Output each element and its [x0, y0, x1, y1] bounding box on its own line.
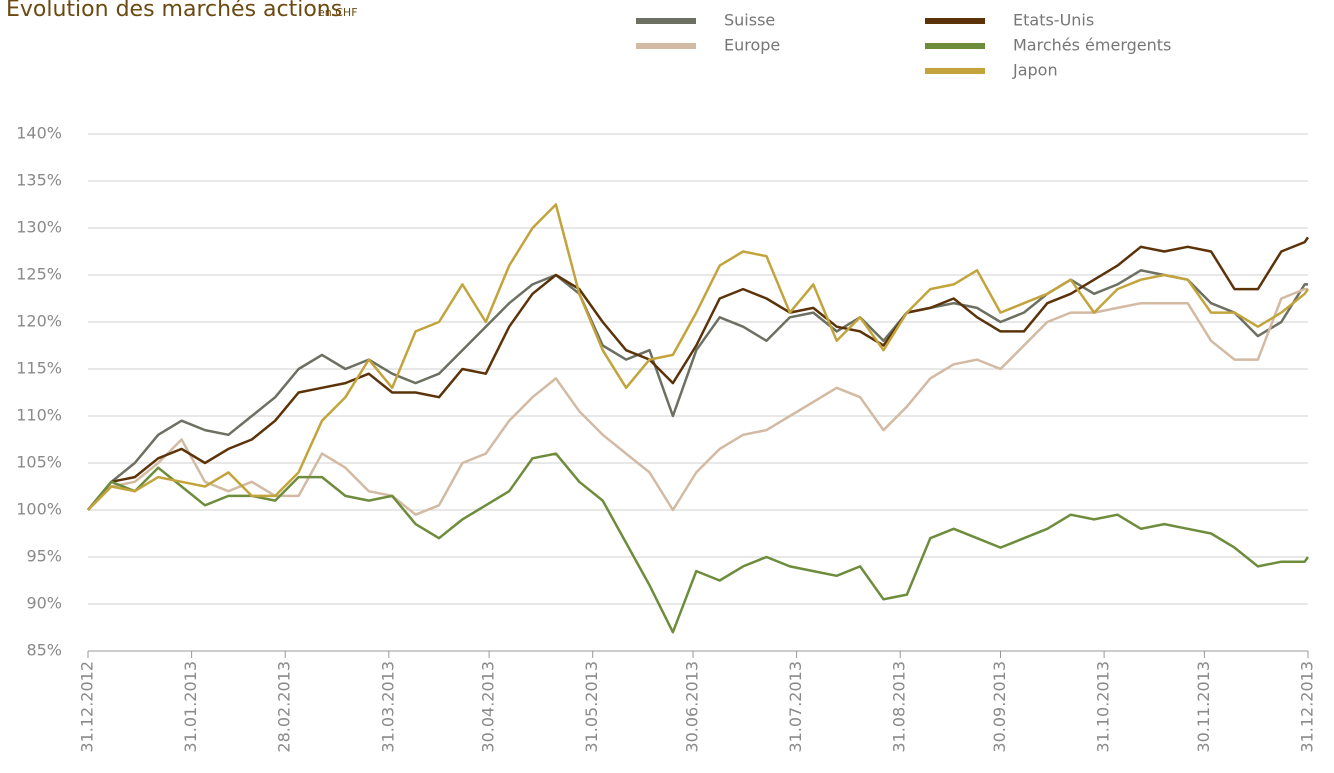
- x-tick-label: 31.12.2013: [1298, 661, 1317, 753]
- y-tick-label: 140%: [16, 124, 62, 143]
- x-tick-label: 30.04.2013: [479, 661, 498, 753]
- x-tick-label: 31.01.2013: [181, 661, 200, 753]
- y-tick-label: 125%: [16, 265, 62, 284]
- x-tick-label: 28.02.2013: [275, 661, 294, 753]
- x-tick-label: 30.11.2013: [1194, 661, 1213, 753]
- y-tick-label: 135%: [16, 171, 62, 190]
- y-tick-label: 90%: [26, 594, 62, 613]
- legend-label: Marchés émergents: [1013, 36, 1171, 55]
- x-tick-label: 31.10.2013: [1094, 661, 1113, 753]
- y-tick-label: 85%: [26, 641, 62, 660]
- legend-label: Suisse: [724, 11, 775, 30]
- series-line: [87, 203, 1310, 511]
- legend-label: Japon: [1012, 61, 1058, 80]
- series-line: [87, 236, 1310, 511]
- x-tick-label: 31.03.2013: [378, 661, 397, 753]
- y-tick-label: 120%: [16, 312, 62, 331]
- y-tick-label: 115%: [16, 359, 62, 378]
- chart-title: Evolution des marchés actions: [6, 0, 342, 22]
- legend-label: Europe: [724, 36, 780, 55]
- y-tick-label: 105%: [16, 453, 62, 472]
- y-tick-label: 95%: [26, 547, 62, 566]
- x-tick-label: 31.08.2013: [890, 661, 909, 753]
- x-tick-label: 30.09.2013: [990, 661, 1009, 753]
- x-tick-label: 31.05.2013: [582, 661, 601, 753]
- series-line: [87, 269, 1308, 511]
- y-tick-label: 130%: [16, 218, 62, 237]
- x-tick-label: 31.07.2013: [786, 661, 805, 753]
- series-line: [87, 287, 1308, 516]
- legend-label: Etats-Unis: [1013, 11, 1094, 30]
- x-tick-label: 31.12.2012: [78, 661, 97, 753]
- series-line: [87, 452, 1310, 634]
- x-tick-label: 30.06.2013: [682, 661, 701, 753]
- y-tick-label: 100%: [16, 500, 62, 519]
- chart-subtitle: en CHF: [318, 6, 358, 19]
- y-tick-label: 110%: [16, 406, 62, 425]
